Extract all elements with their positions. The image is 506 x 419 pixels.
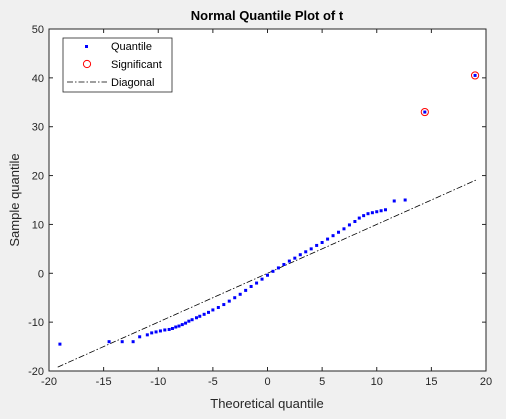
x-tick-label: -15 (96, 376, 112, 388)
quantile-point (331, 234, 335, 238)
data-layer (57, 71, 480, 368)
quantile-point (194, 316, 198, 320)
quantile-point (370, 211, 374, 215)
quantile-point (315, 243, 319, 247)
quantile-point (107, 340, 111, 344)
diagonal-line (57, 179, 478, 368)
legend-box (62, 37, 173, 93)
quantile-point (211, 308, 215, 312)
quantile-point (309, 247, 313, 251)
quantile-point (167, 327, 171, 331)
quantile-point (266, 273, 269, 277)
y-tick-label: 20 (32, 171, 44, 183)
quantile-point (287, 259, 291, 263)
x-tick-label: 10 (371, 376, 383, 388)
legend-quantile-label: Quantile (111, 41, 152, 53)
quantile-point (158, 329, 162, 333)
quantile-point (304, 250, 308, 254)
quantile-point (150, 331, 154, 335)
quantile-point (271, 269, 275, 273)
x-tick-label: 0 (264, 376, 270, 388)
quantile-point (177, 324, 181, 328)
y-tick-label: -10 (28, 317, 44, 329)
quantile-point (260, 277, 264, 281)
quantile-point (207, 310, 211, 314)
quantile-point (216, 305, 220, 309)
quantile-point (145, 333, 149, 337)
quantile-point (347, 223, 351, 227)
quantile-point (187, 319, 191, 323)
legend-significant-marker (82, 59, 92, 69)
quantile-point (170, 326, 174, 330)
legend-item-quantile: Quantile (85, 41, 152, 53)
quantile-point (198, 314, 202, 318)
quantile-point (244, 288, 248, 292)
quantile-point (383, 208, 387, 212)
quantile-point (202, 312, 206, 316)
significant-point (420, 107, 429, 117)
y-tick-label: 0 (38, 268, 44, 280)
chart-title: Normal Quantile Plot of t (191, 8, 344, 23)
quantile-point (249, 284, 253, 288)
x-tick-label: -20 (41, 376, 57, 388)
quantile-point (138, 335, 142, 339)
legend-significant-label: Significant (111, 59, 162, 71)
x-tick-label: -5 (208, 376, 218, 388)
quantile-point (120, 340, 124, 344)
y-tick-label: 10 (32, 219, 44, 231)
legend-item-diagonal: Diagonal (67, 77, 154, 89)
legend: Quantile Significant Diagonal (62, 37, 173, 93)
quantile-point (282, 262, 286, 266)
quantile-point (180, 323, 184, 327)
ticks-layer: -20 -15 -10 -5 0 5 10 15 20 -20 -10 0 10 20 30 40 50 (28, 24, 492, 388)
quantile-point (403, 198, 407, 202)
y-tick-label: 30 (32, 122, 44, 134)
y-tick-label: -20 (28, 366, 44, 378)
quantile-point (298, 253, 302, 257)
legend-quantile-marker (85, 45, 88, 48)
quantile-point (184, 321, 188, 325)
x-tick-label: -10 (150, 376, 166, 388)
quantile-point (366, 212, 370, 216)
quantile-point (342, 227, 346, 231)
x-tick-label: 15 (425, 376, 437, 388)
significant-quantile-point (423, 110, 427, 114)
quantile-point (379, 209, 383, 213)
quantile-point (190, 318, 194, 322)
quantile-point (276, 266, 280, 270)
x-axis-label: Theoretical quantile (210, 396, 323, 411)
quantile-point (222, 303, 226, 307)
quantile-point (362, 214, 366, 218)
quantile-point (326, 237, 330, 241)
quantile-point (154, 330, 158, 334)
significant-point (470, 71, 480, 80)
quantile-point (174, 325, 178, 329)
significant-quantile-point (473, 73, 477, 77)
legend-item-significant: Significant (82, 59, 162, 71)
quantile-point (238, 292, 242, 296)
quantile-point (293, 256, 297, 260)
quantile-point (233, 296, 237, 300)
quantile-point (375, 210, 379, 214)
quantile-point (337, 230, 341, 234)
quantile-point (392, 199, 396, 203)
quantile-point (163, 328, 167, 332)
quantile-point (58, 342, 62, 346)
quantile-point (131, 340, 135, 344)
y-axis-label: Sample quantile (7, 153, 22, 246)
quantile-point (227, 299, 231, 303)
quantile-point (357, 216, 361, 220)
x-tick-label: 20 (480, 376, 492, 388)
legend-diagonal-label: Diagonal (111, 77, 154, 89)
y-tick-label: 50 (32, 24, 44, 36)
quantile-point (255, 281, 259, 285)
plot-frame (48, 28, 487, 372)
x-tick-label: 5 (319, 376, 325, 388)
quantile-point (320, 241, 324, 245)
quantile-point (353, 219, 357, 223)
y-tick-label: 40 (32, 73, 44, 85)
